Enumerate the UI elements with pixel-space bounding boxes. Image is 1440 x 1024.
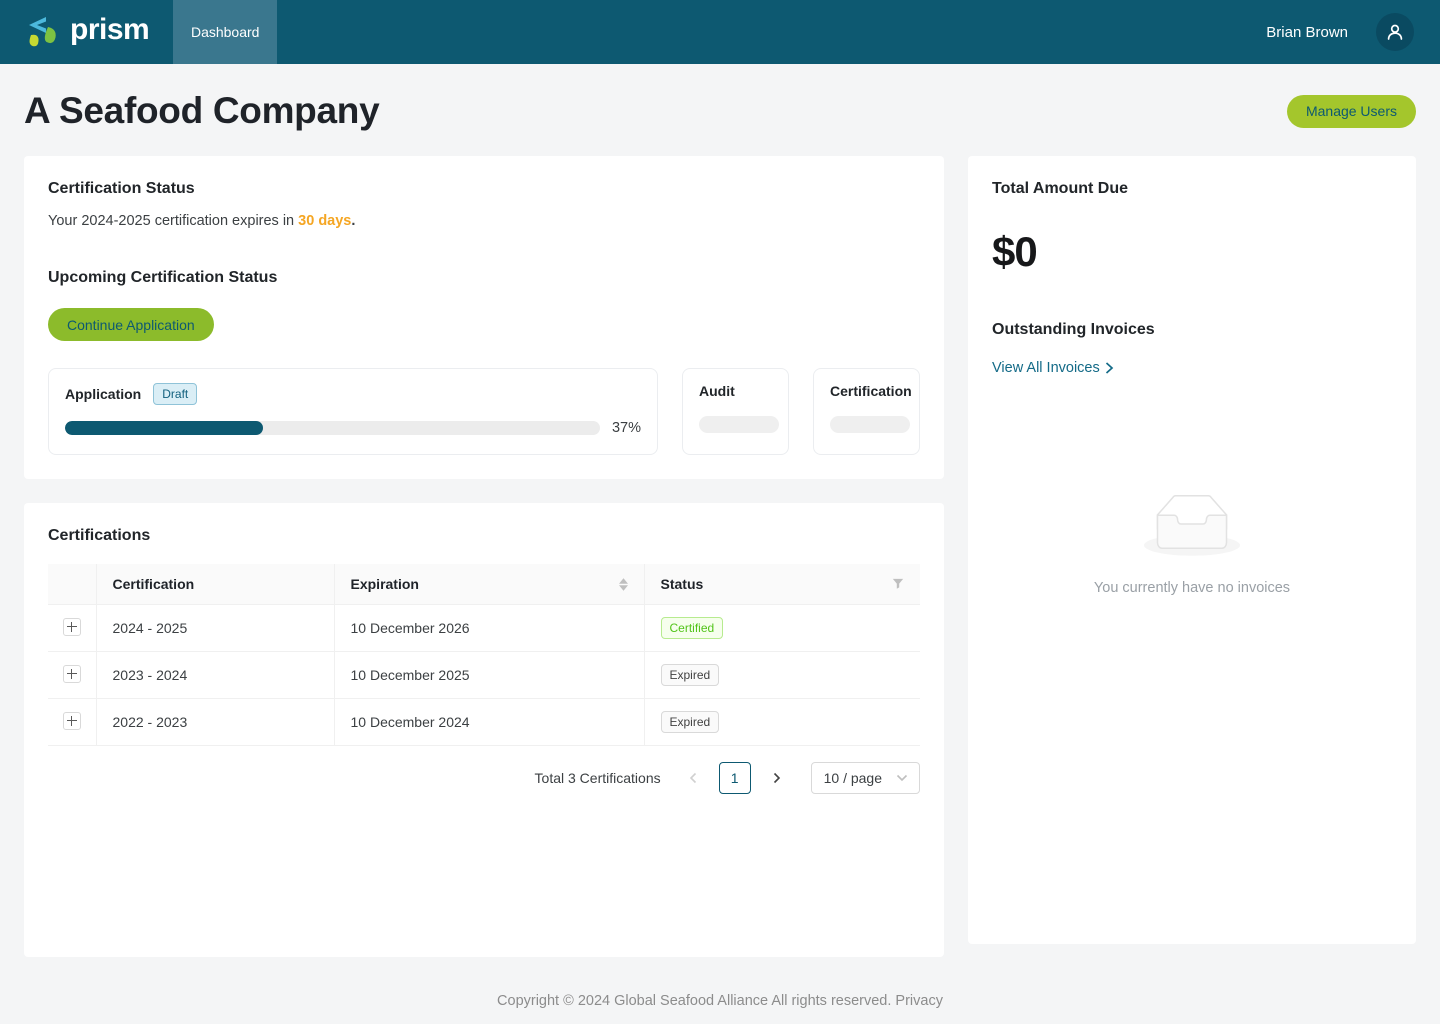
certification-status-placeholder (830, 416, 910, 433)
audit-step-label: Audit (699, 383, 735, 399)
status-badge-expired: Expired (660, 664, 720, 686)
expiry-text-prefix: Your 2024-2025 certification expires in (48, 213, 299, 229)
view-all-invoices-link[interactable]: View All Invoices (992, 360, 1114, 376)
footer: Copyright © 2024 Global Seafood Alliance… (0, 957, 1440, 1024)
pagination: Total 3 Certifications 1 10 / page (48, 762, 920, 794)
certification-steps: Application Draft 37% Audit Certifi (48, 368, 920, 455)
view-all-invoices-label: View All Invoices (992, 360, 1100, 376)
application-progress-label: 37% (611, 420, 641, 436)
expiry-text-suffix: . (351, 213, 356, 229)
application-progress-track (65, 421, 600, 435)
page-size-value: 10 / page (823, 770, 882, 786)
page-size-select[interactable]: 10 / page (810, 762, 920, 794)
brand-name: prism (70, 13, 150, 46)
page-header: A Seafood Company Manage Users (0, 64, 1440, 156)
next-page-button[interactable] (761, 762, 793, 794)
empty-invoices-message: You currently have no invoices (1093, 580, 1291, 596)
table-header-row: Certification Expiration (48, 564, 920, 605)
certifications-title: Certifications (48, 527, 151, 544)
prism-logo-icon (24, 14, 60, 50)
user-name: Brian Brown (1266, 23, 1348, 41)
certification-cell: 2022 - 2023 (96, 698, 335, 746)
upcoming-status-title: Upcoming Certification Status (48, 269, 278, 286)
expiry-text: Your 2024-2025 certification expires in … (48, 213, 920, 229)
empty-inbox-icon (1144, 494, 1240, 556)
application-progress: 37% (65, 420, 641, 436)
navbar: prism Dashboard Brian Brown (0, 0, 1440, 64)
navbar-spacer (277, 0, 1266, 64)
copyright-text: Copyright © 2024 Global Seafood Alliance… (497, 993, 892, 1009)
expiration-cell: 10 December 2024 (334, 698, 645, 746)
filter-icon[interactable] (892, 578, 904, 590)
brand-logo[interactable]: prism (0, 0, 173, 64)
expiration-column-header[interactable]: Expiration (334, 564, 645, 605)
certification-status-title: Certification Status (48, 180, 195, 197)
status-badge-expired: Expired (660, 711, 720, 733)
certification-step-label: Certification (830, 383, 912, 399)
page-number-button[interactable]: 1 (718, 762, 751, 794)
audit-step-card: Audit (682, 368, 789, 455)
application-step-card: Application Draft 37% (48, 368, 658, 455)
certifications-card: Certifications Certification Expiration (24, 503, 944, 957)
application-step-label: Application (65, 386, 142, 402)
chevron-down-icon (896, 774, 908, 782)
certification-cell: 2023 - 2024 (96, 651, 335, 699)
navbar-user-area: Brian Brown (1266, 0, 1440, 64)
page-title: A Seafood Company (24, 90, 380, 131)
right-column: Total Amount Due $0 Outstanding Invoices… (968, 156, 1416, 944)
main-content: Certification Status Your 2024-2025 cert… (0, 156, 1440, 957)
expand-row-button[interactable] (62, 711, 81, 730)
left-column: Certification Status Your 2024-2025 cert… (24, 156, 944, 957)
expand-row-button[interactable] (62, 664, 81, 683)
certification-step-card: Certification (813, 368, 920, 455)
total-amount-due-value: $0 (992, 228, 1038, 275)
certification-status-card: Certification Status Your 2024-2025 cert… (24, 156, 944, 479)
outstanding-invoices-title: Outstanding Invoices (992, 321, 1155, 338)
invoices-card: Total Amount Due $0 Outstanding Invoices… (968, 156, 1416, 944)
status-column-header[interactable]: Status (644, 564, 920, 605)
person-icon (1385, 22, 1405, 42)
certifications-table: Certification Expiration (48, 564, 920, 746)
application-progress-fill (65, 421, 263, 435)
certification-cell: 2024 - 2025 (96, 604, 335, 652)
certification-column-header: Certification (96, 564, 335, 605)
expiration-cell: 10 December 2025 (334, 651, 645, 699)
previous-page-button[interactable] (677, 762, 709, 794)
audit-status-placeholder (699, 416, 779, 433)
expiry-highlight: 30 days (298, 213, 352, 229)
privacy-link[interactable]: Privacy (895, 993, 943, 1009)
expiration-cell: 10 December 2026 (334, 604, 645, 652)
status-badge-certified: Certified (660, 617, 724, 639)
table-row: 2023 - 2024 10 December 2025 Expired (48, 651, 920, 699)
tab-dashboard[interactable]: Dashboard (173, 0, 278, 64)
user-avatar[interactable] (1376, 13, 1414, 51)
table-row: 2022 - 2023 10 December 2024 Expired (48, 698, 920, 746)
chevron-right-icon (1105, 362, 1114, 374)
table-row: 2024 - 2025 10 December 2026 Certified (48, 604, 920, 652)
pagination-total: Total 3 Certifications (534, 770, 661, 786)
empty-invoices-state: You currently have no invoices (992, 494, 1392, 596)
status-column-label: Status (660, 576, 704, 592)
continue-application-button[interactable]: Continue Application (48, 308, 214, 341)
expand-row-button[interactable] (62, 617, 81, 636)
manage-users-button[interactable]: Manage Users (1286, 94, 1416, 128)
expand-column-header (48, 564, 97, 605)
expiration-column-label: Expiration (350, 576, 419, 592)
total-amount-due-title: Total Amount Due (992, 180, 1128, 197)
draft-status-badge: Draft (153, 383, 198, 405)
sort-icon[interactable] (618, 577, 628, 591)
